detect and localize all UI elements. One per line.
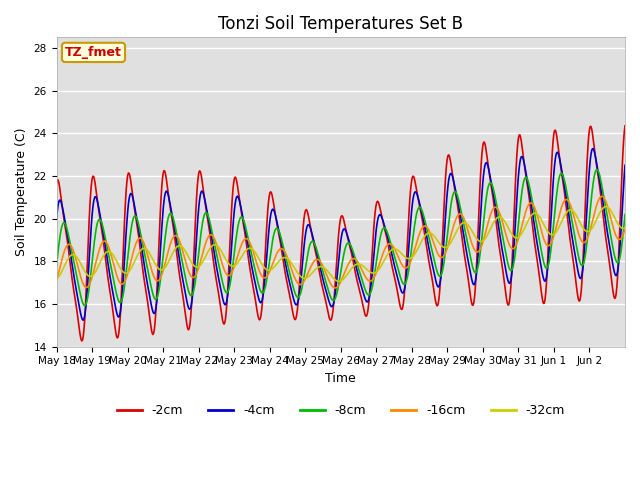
Y-axis label: Soil Temperature (C): Soil Temperature (C) bbox=[15, 128, 28, 256]
Text: TZ_fmet: TZ_fmet bbox=[65, 46, 122, 59]
Title: Tonzi Soil Temperatures Set B: Tonzi Soil Temperatures Set B bbox=[218, 15, 463, 33]
Legend: -2cm, -4cm, -8cm, -16cm, -32cm: -2cm, -4cm, -8cm, -16cm, -32cm bbox=[111, 399, 570, 422]
X-axis label: Time: Time bbox=[325, 372, 356, 385]
